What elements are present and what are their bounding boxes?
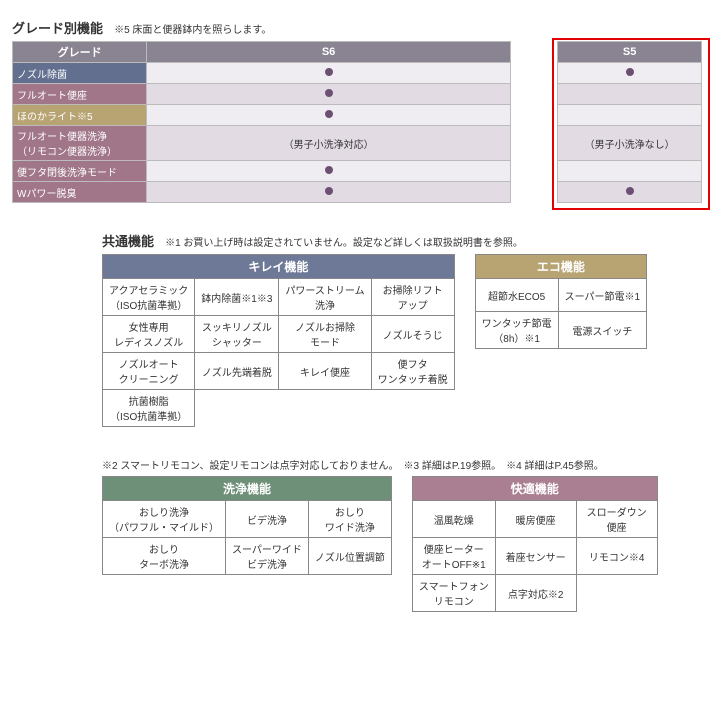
grade-table-wrap: グレードS6S5ノズル除菌フルオート便座ほのかライト※5フルオート便器洗浄（リモ… <box>12 41 702 203</box>
senjo-table: 洗浄機能おしり洗浄（パワフル・マイルド）ビデ洗浄おしりワイド洗浄おしりターボ洗浄… <box>102 476 392 575</box>
grade-note: ※5 床面と便器鉢内を照らします。 <box>114 21 271 36</box>
common-title: 共通機能 <box>102 231 154 250</box>
grade-title: グレード別機能 <box>12 18 103 37</box>
eco-table: エコ機能超節水ECO5スーパー節電※1ワンタッチ節電（8h）※1電源スイッチ <box>475 254 647 349</box>
kirei-table: キレイ機能アクアセラミック（ISO抗菌準拠）鉢内除菌※1※3パワーストリーム洗浄… <box>102 254 455 427</box>
kaiteki-table: 快適機能温風乾燥暖房便座スローダウン便座便座ヒーターオートOFF※1着座センサー… <box>412 476 658 612</box>
common-note: ※1 お買い上げ時は設定されていません。設定など詳しくは取扱説明書を参照。 <box>165 234 523 249</box>
grade-table: グレードS6S5ノズル除菌フルオート便座ほのかライト※5フルオート便器洗浄（リモ… <box>12 41 702 203</box>
common-note2: ※2 スマートリモコン、設定リモコンは点字対応しておりません。 ※3 詳細はP.… <box>102 457 702 472</box>
